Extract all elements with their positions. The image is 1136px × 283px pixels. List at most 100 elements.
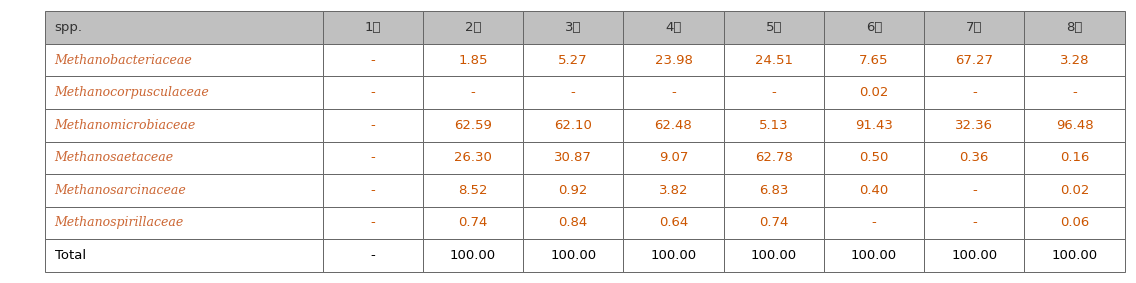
Bar [724, 174, 824, 207]
Bar [423, 44, 523, 76]
Bar [1025, 142, 1125, 174]
Bar [724, 239, 824, 272]
Text: 7차: 7차 [966, 21, 983, 34]
Bar [1025, 174, 1125, 207]
Text: -: - [972, 184, 977, 197]
Text: Methanosarcinaceae: Methanosarcinaceae [55, 184, 186, 197]
Text: 5.13: 5.13 [759, 119, 788, 132]
Text: -: - [771, 86, 776, 99]
Bar [624, 142, 724, 174]
Text: 32.36: 32.36 [955, 119, 993, 132]
Text: Methanomicrobiaceae: Methanomicrobiaceae [55, 119, 195, 132]
Text: 0.36: 0.36 [960, 151, 989, 164]
Bar [45, 174, 323, 207]
Bar [724, 44, 824, 76]
Bar [624, 76, 724, 109]
Text: -: - [972, 216, 977, 229]
Bar [423, 142, 523, 174]
Text: -: - [370, 86, 375, 99]
Bar [624, 174, 724, 207]
Text: 7.65: 7.65 [859, 54, 888, 67]
Text: 0.02: 0.02 [859, 86, 888, 99]
Text: 100.00: 100.00 [851, 249, 897, 262]
Text: 0.02: 0.02 [1060, 184, 1089, 197]
Bar [1025, 239, 1125, 272]
Text: 100.00: 100.00 [751, 249, 796, 262]
Bar [523, 174, 624, 207]
Text: -: - [1072, 86, 1077, 99]
Text: 8.52: 8.52 [458, 184, 487, 197]
Bar [924, 11, 1025, 44]
Text: 0.92: 0.92 [559, 184, 588, 197]
Text: Methanospirillaceae: Methanospirillaceae [55, 216, 184, 229]
Bar [523, 109, 624, 142]
Text: 6차: 6차 [866, 21, 883, 34]
Bar [45, 239, 323, 272]
Bar [323, 44, 423, 76]
Text: 0.16: 0.16 [1060, 151, 1089, 164]
Text: 2차: 2차 [465, 21, 482, 34]
Text: 62.48: 62.48 [654, 119, 692, 132]
Bar [924, 239, 1025, 272]
Text: 0.84: 0.84 [559, 216, 587, 229]
Text: 1차: 1차 [365, 21, 381, 34]
Bar [323, 76, 423, 109]
Bar [423, 76, 523, 109]
Bar [1025, 11, 1125, 44]
Bar [824, 44, 924, 76]
Bar [523, 239, 624, 272]
Bar [824, 174, 924, 207]
Bar [45, 142, 323, 174]
Text: -: - [571, 86, 576, 99]
Text: 4차: 4차 [666, 21, 682, 34]
Text: -: - [972, 86, 977, 99]
Text: Methanobacteriaceae: Methanobacteriaceae [55, 54, 192, 67]
Bar [1025, 109, 1125, 142]
Text: 67.27: 67.27 [955, 54, 993, 67]
Bar [824, 239, 924, 272]
Text: 100.00: 100.00 [651, 249, 696, 262]
Text: 1.85: 1.85 [458, 54, 487, 67]
Bar [824, 207, 924, 239]
Text: 3차: 3차 [565, 21, 582, 34]
Bar [924, 174, 1025, 207]
Text: 100.00: 100.00 [550, 249, 596, 262]
Bar [1025, 207, 1125, 239]
Bar [323, 11, 423, 44]
Bar [724, 109, 824, 142]
Text: 8차: 8차 [1067, 21, 1083, 34]
Bar [45, 207, 323, 239]
Text: 5차: 5차 [766, 21, 782, 34]
Text: 100.00: 100.00 [1052, 249, 1097, 262]
Text: 62.59: 62.59 [454, 119, 492, 132]
Bar [423, 109, 523, 142]
Bar [323, 174, 423, 207]
Bar [824, 109, 924, 142]
Text: -: - [370, 151, 375, 164]
Bar [45, 44, 323, 76]
Bar [924, 76, 1025, 109]
Bar [724, 207, 824, 239]
Bar [624, 109, 724, 142]
Bar [924, 44, 1025, 76]
Text: 62.10: 62.10 [554, 119, 592, 132]
Text: 0.74: 0.74 [759, 216, 788, 229]
Bar [924, 109, 1025, 142]
Bar [423, 174, 523, 207]
Bar [323, 109, 423, 142]
Text: 0.64: 0.64 [659, 216, 688, 229]
Text: 91.43: 91.43 [855, 119, 893, 132]
Bar [45, 76, 323, 109]
Text: 0.74: 0.74 [458, 216, 487, 229]
Text: 100.00: 100.00 [951, 249, 997, 262]
Bar [523, 11, 624, 44]
Bar [924, 142, 1025, 174]
Bar [45, 11, 323, 44]
Bar [523, 142, 624, 174]
Bar [824, 142, 924, 174]
Text: 0.40: 0.40 [859, 184, 888, 197]
Bar [423, 239, 523, 272]
Text: -: - [370, 119, 375, 132]
Text: -: - [370, 249, 375, 262]
Bar [523, 76, 624, 109]
